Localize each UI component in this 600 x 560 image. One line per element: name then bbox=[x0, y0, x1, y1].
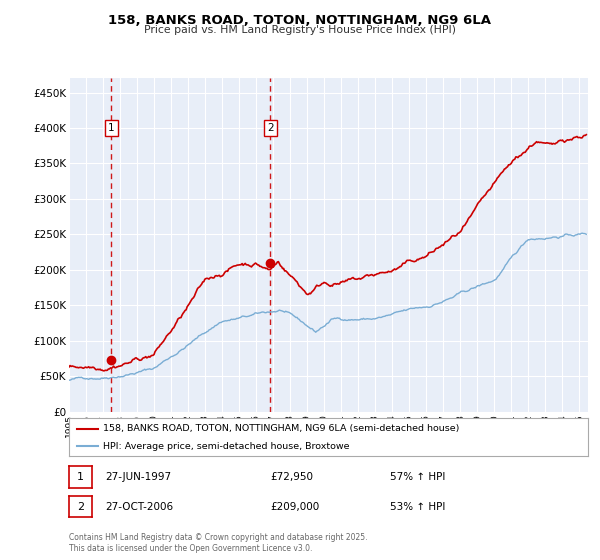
Text: Contains HM Land Registry data © Crown copyright and database right 2025.
This d: Contains HM Land Registry data © Crown c… bbox=[69, 533, 367, 553]
Text: 57% ↑ HPI: 57% ↑ HPI bbox=[390, 472, 445, 482]
Text: 2: 2 bbox=[77, 502, 84, 512]
Text: 53% ↑ HPI: 53% ↑ HPI bbox=[390, 502, 445, 512]
Text: 158, BANKS ROAD, TOTON, NOTTINGHAM, NG9 6LA (semi-detached house): 158, BANKS ROAD, TOTON, NOTTINGHAM, NG9 … bbox=[103, 424, 459, 433]
Text: 158, BANKS ROAD, TOTON, NOTTINGHAM, NG9 6LA: 158, BANKS ROAD, TOTON, NOTTINGHAM, NG9 … bbox=[109, 14, 491, 27]
Text: 2: 2 bbox=[267, 123, 274, 133]
Text: 1: 1 bbox=[77, 472, 84, 482]
Text: £209,000: £209,000 bbox=[270, 502, 319, 512]
Text: HPI: Average price, semi-detached house, Broxtowe: HPI: Average price, semi-detached house,… bbox=[103, 442, 349, 451]
Text: 1: 1 bbox=[108, 123, 115, 133]
Text: Price paid vs. HM Land Registry's House Price Index (HPI): Price paid vs. HM Land Registry's House … bbox=[144, 25, 456, 35]
Text: 27-JUN-1997: 27-JUN-1997 bbox=[105, 472, 171, 482]
Text: £72,950: £72,950 bbox=[270, 472, 313, 482]
Text: 27-OCT-2006: 27-OCT-2006 bbox=[105, 502, 173, 512]
